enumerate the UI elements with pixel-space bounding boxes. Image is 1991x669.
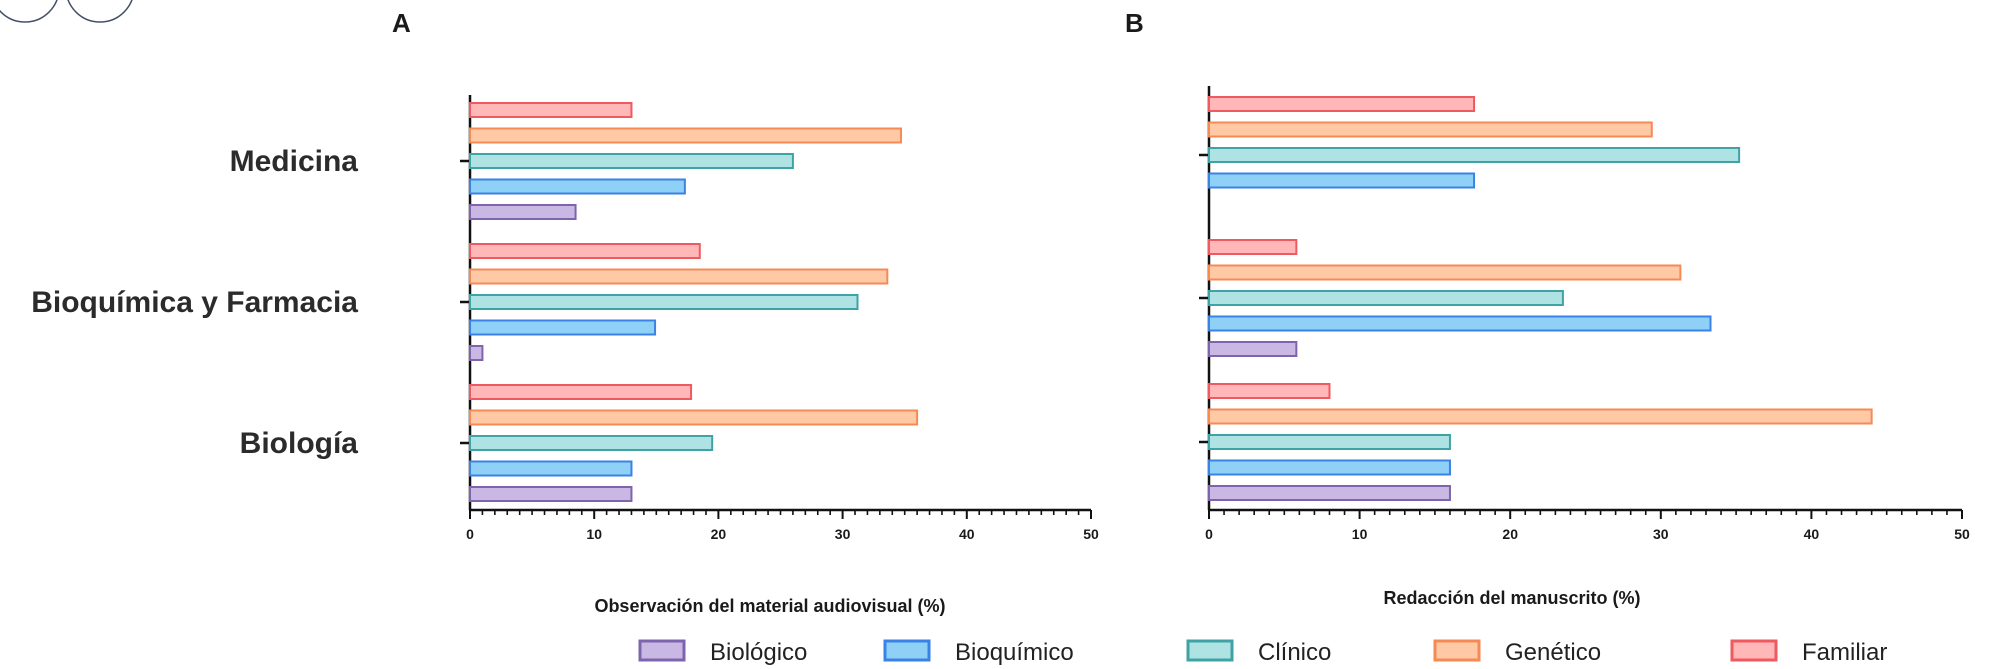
bar xyxy=(469,409,919,426)
bar xyxy=(469,204,577,220)
category-label: Medicina xyxy=(230,145,359,178)
legend-label: Clínico xyxy=(1258,639,1331,666)
bar xyxy=(469,486,633,502)
bar xyxy=(469,435,714,451)
legend: Biológico Bioquímico Clínico Genético Famili… xyxy=(638,639,1887,666)
chart-panel-a: 0 10 20 30 40 50 Medicina Bioquímica y Farmacia… xyxy=(31,95,1099,542)
category-label: Bioquímica y Farmacia xyxy=(31,286,358,319)
bar xyxy=(469,178,686,195)
bar xyxy=(469,319,657,336)
bar xyxy=(469,153,794,169)
legend-swatch xyxy=(1433,639,1481,662)
chart-panel-b: 0 10 20 30 40 50 xyxy=(1199,86,1970,542)
x-axis-title-b: Redacción del manuscrito (%) xyxy=(1383,588,1640,608)
bar xyxy=(1208,459,1451,476)
x-tick-label: 10 xyxy=(1352,526,1368,542)
x-tick-label: 30 xyxy=(835,526,851,542)
bar xyxy=(1208,239,1298,255)
bar xyxy=(469,268,889,285)
legend-label: Familiar xyxy=(1802,639,1887,666)
bar xyxy=(469,102,633,118)
bar xyxy=(469,384,693,400)
bar xyxy=(469,345,484,361)
panel-letter-a: A xyxy=(392,8,411,38)
bar xyxy=(1208,383,1331,399)
x-tick-label: 10 xyxy=(586,526,602,542)
bar xyxy=(469,127,902,144)
bar xyxy=(1208,147,1741,163)
bar xyxy=(1208,315,1712,332)
legend-label: Bioquímico xyxy=(955,639,1074,666)
x-tick-label: 30 xyxy=(1653,526,1669,542)
x-tick-label: 50 xyxy=(1083,526,1099,542)
bar xyxy=(469,294,859,310)
legend-swatch xyxy=(638,639,686,662)
bar xyxy=(1208,264,1682,281)
bar xyxy=(1208,485,1451,501)
x-tick-label: 0 xyxy=(1205,526,1213,542)
bar xyxy=(1208,96,1476,112)
x-tick-label: 50 xyxy=(1954,526,1970,542)
x-tick-label: 20 xyxy=(1502,526,1518,542)
decorative-circle xyxy=(0,0,58,23)
bar xyxy=(469,243,701,259)
bar xyxy=(1208,172,1476,189)
legend-swatch xyxy=(1186,639,1234,662)
x-axis-title-a: Observación del material audiovisual (%) xyxy=(594,596,945,616)
bar xyxy=(1208,434,1451,450)
x-tick-label: 0 xyxy=(466,526,474,542)
x-tick-label: 20 xyxy=(711,526,727,542)
bar xyxy=(1208,408,1873,425)
legend-swatch xyxy=(1730,639,1778,662)
decorative-circle xyxy=(67,0,133,23)
x-tick-label: 40 xyxy=(1804,526,1820,542)
legend-label: Genético xyxy=(1505,639,1601,666)
category-label: Biología xyxy=(240,427,359,460)
bar xyxy=(1208,290,1564,306)
panel-letter-b: B xyxy=(1125,8,1144,38)
legend-label: Biológico xyxy=(710,639,807,666)
bar xyxy=(1208,121,1653,138)
bar xyxy=(469,460,633,477)
legend-swatch xyxy=(883,639,931,662)
x-tick-label: 40 xyxy=(959,526,975,542)
bar xyxy=(1208,341,1298,357)
